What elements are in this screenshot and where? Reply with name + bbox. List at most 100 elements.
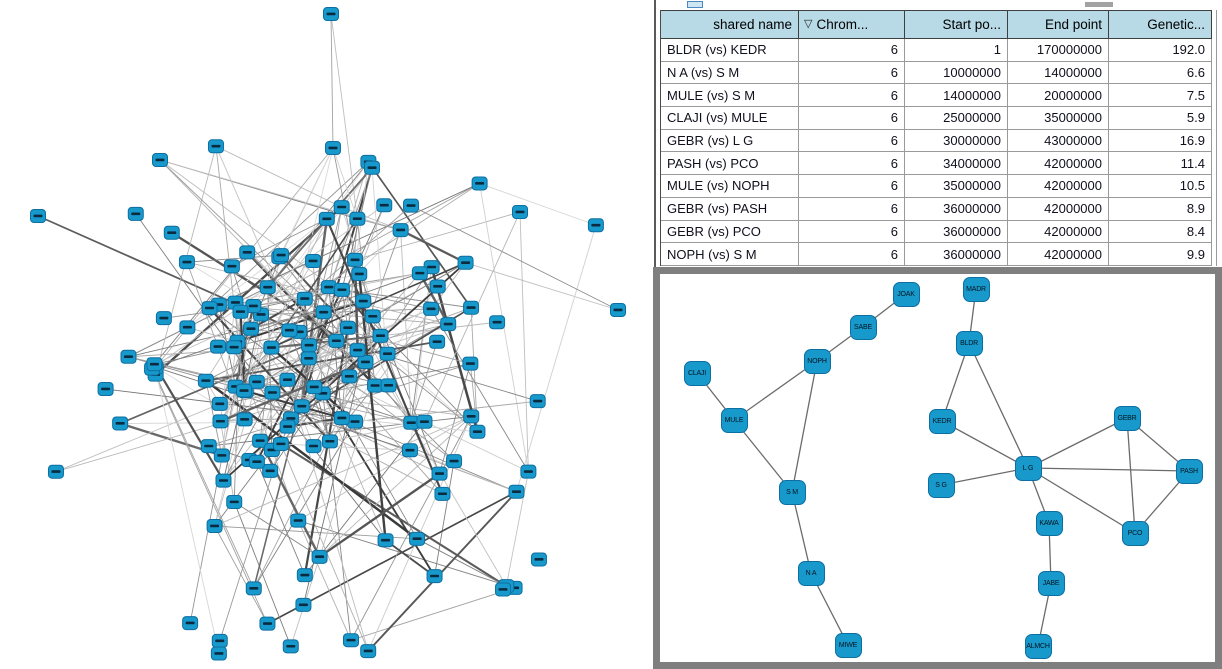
big-network-node[interactable] xyxy=(245,581,262,596)
big-network-node[interactable] xyxy=(212,414,229,429)
big-network-node[interactable] xyxy=(423,301,440,316)
big-network-edge[interactable] xyxy=(256,461,306,576)
big-network-node[interactable] xyxy=(463,409,480,424)
big-network-edge[interactable] xyxy=(367,161,472,309)
big-network-edge[interactable] xyxy=(410,341,438,423)
big-network-edge[interactable] xyxy=(155,374,255,589)
table-cell[interactable]: 14000000 xyxy=(905,84,1008,108)
big-network-node[interactable] xyxy=(152,153,168,167)
big-network-edge[interactable] xyxy=(259,440,321,558)
big-network-node[interactable] xyxy=(211,396,228,411)
table-cell[interactable]: 16.9 xyxy=(1109,129,1212,153)
big-network-node[interactable] xyxy=(446,454,463,469)
big-network-node[interactable] xyxy=(290,513,307,528)
big-network-edge[interactable] xyxy=(186,254,282,263)
big-network-edge[interactable] xyxy=(304,183,480,300)
big-network-node[interactable] xyxy=(377,533,394,548)
big-network-edge[interactable] xyxy=(280,254,349,329)
table-cell[interactable]: 8.9 xyxy=(1109,197,1212,221)
big-network-edge[interactable] xyxy=(235,302,246,420)
big-network-edge[interactable] xyxy=(154,206,343,376)
table-cell[interactable]: PASH (vs) PCO xyxy=(661,152,799,176)
big-network-edge[interactable] xyxy=(416,538,507,587)
edge-s-m-n-a[interactable] xyxy=(791,491,812,574)
big-network-node[interactable] xyxy=(163,225,180,240)
table-cell[interactable]: 9.9 xyxy=(1109,243,1212,266)
big-network-edge[interactable] xyxy=(208,363,471,447)
big-network-node[interactable] xyxy=(146,357,163,372)
big-network-edge[interactable] xyxy=(430,308,529,472)
table-cell[interactable]: 6 xyxy=(799,220,905,244)
column-header-chrom[interactable]: ▽ Chrom... xyxy=(799,10,905,39)
big-network-edge[interactable] xyxy=(215,145,342,208)
big-network-node[interactable] xyxy=(457,255,474,270)
edge-noph-s-m[interactable] xyxy=(791,360,818,493)
big-network-edge[interactable] xyxy=(341,218,358,419)
big-network-node[interactable] xyxy=(248,454,265,469)
big-network-edge[interactable] xyxy=(400,229,467,264)
big-network-edge[interactable] xyxy=(328,207,343,288)
node-l-g[interactable]: L G xyxy=(1014,455,1042,481)
big-network-node[interactable] xyxy=(409,531,426,546)
big-network-node[interactable] xyxy=(321,434,338,449)
big-network-node[interactable] xyxy=(318,211,335,226)
big-network-node[interactable] xyxy=(520,464,537,479)
big-network-edge[interactable] xyxy=(297,520,352,641)
big-network-edge[interactable] xyxy=(214,381,258,527)
node-n-a[interactable]: N A xyxy=(797,560,825,586)
table-cell[interactable]: 35000000 xyxy=(1008,107,1109,130)
table-row[interactable]: PASH (vs) PCO 6 34000000 42000000 11.4 xyxy=(661,152,1212,176)
big-network-node[interactable] xyxy=(333,411,350,426)
table-row[interactable]: CLAJI (vs) MULE 6 25000000 35000000 5.9 xyxy=(661,107,1212,130)
big-network-node[interactable] xyxy=(264,385,281,400)
big-network-node[interactable] xyxy=(342,633,359,648)
big-network-edge[interactable] xyxy=(271,347,529,473)
horizontal-scrollbar-thumb[interactable] xyxy=(1085,2,1113,7)
table-cell[interactable]: 10.5 xyxy=(1109,175,1212,198)
table-cell[interactable]: 6 xyxy=(799,129,905,153)
node-pco[interactable]: PCO xyxy=(1121,520,1149,546)
big-network-node[interactable] xyxy=(512,205,528,219)
big-network-node[interactable] xyxy=(211,633,228,648)
table-cell[interactable]: 11.4 xyxy=(1109,152,1212,176)
big-network-node[interactable] xyxy=(197,373,214,388)
big-network-node[interactable] xyxy=(333,200,350,215)
big-network-node[interactable] xyxy=(295,597,312,612)
big-network-node[interactable] xyxy=(529,394,546,409)
big-network-edge[interactable] xyxy=(267,167,373,288)
big-network-node[interactable] xyxy=(376,198,393,213)
table-cell[interactable]: 30000000 xyxy=(905,129,1008,153)
table-cell[interactable]: 1 xyxy=(905,39,1008,62)
big-network-node[interactable] xyxy=(325,141,341,155)
big-network-edge[interactable] xyxy=(330,13,334,149)
big-network-node[interactable] xyxy=(200,439,217,454)
big-network-node[interactable] xyxy=(259,616,276,631)
table-cell[interactable]: 42000000 xyxy=(1008,220,1109,244)
big-network-node[interactable] xyxy=(347,414,364,429)
big-network-node[interactable] xyxy=(372,328,389,343)
big-network-node[interactable] xyxy=(279,372,296,387)
big-network-node[interactable] xyxy=(587,218,604,233)
table-cell[interactable]: 42000000 xyxy=(1008,152,1109,176)
big-network-edge[interactable] xyxy=(297,416,472,521)
big-network-edge[interactable] xyxy=(424,211,521,422)
big-network-edge[interactable] xyxy=(516,225,597,492)
big-network-edge[interactable] xyxy=(250,167,373,330)
node-mule[interactable]: MULE xyxy=(720,407,748,433)
big-network-node[interactable] xyxy=(236,383,253,398)
big-network-edge[interactable] xyxy=(287,379,369,652)
big-network-edge[interactable] xyxy=(418,272,450,325)
table-cell[interactable]: MULE (vs) S M xyxy=(661,84,799,108)
table-tab-chip[interactable] xyxy=(687,1,703,8)
big-network-node[interactable] xyxy=(279,419,296,434)
big-network-node[interactable] xyxy=(232,304,249,319)
big-network-edge[interactable] xyxy=(400,230,412,423)
big-network-node[interactable] xyxy=(426,569,443,584)
big-network-edge[interactable] xyxy=(308,344,443,495)
big-network-node[interactable] xyxy=(429,279,446,294)
big-network-node[interactable] xyxy=(210,339,227,354)
big-network-edge[interactable] xyxy=(154,314,262,365)
big-network-node[interactable] xyxy=(112,416,129,431)
big-network-node[interactable] xyxy=(252,433,269,448)
big-network-node[interactable] xyxy=(323,7,339,21)
